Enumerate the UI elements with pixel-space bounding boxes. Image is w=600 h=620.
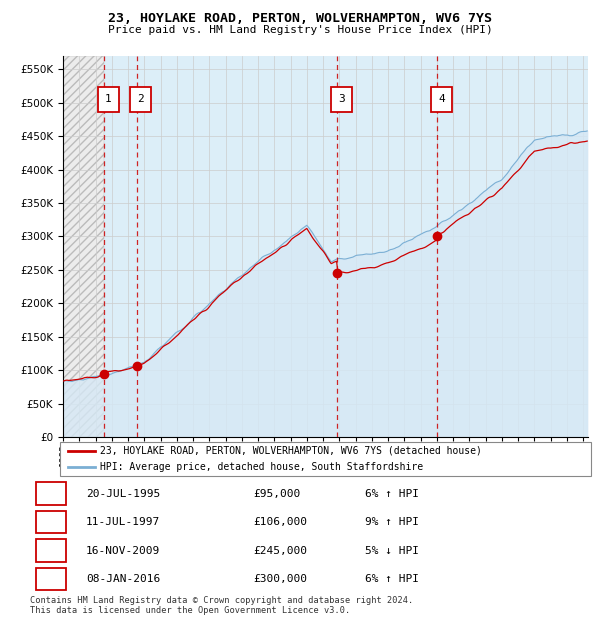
- Bar: [431, 87, 452, 112]
- Text: 5% ↓ HPI: 5% ↓ HPI: [365, 546, 419, 556]
- Bar: [35, 539, 66, 562]
- Text: 6% ↑ HPI: 6% ↑ HPI: [365, 574, 419, 584]
- Text: HPI: Average price, detached house, South Staffordshire: HPI: Average price, detached house, Sout…: [100, 462, 423, 472]
- Text: 2: 2: [47, 516, 55, 528]
- Text: Contains HM Land Registry data © Crown copyright and database right 2024.
This d: Contains HM Land Registry data © Crown c…: [30, 596, 413, 615]
- Bar: [35, 568, 66, 590]
- Text: 6% ↑ HPI: 6% ↑ HPI: [365, 489, 419, 498]
- Text: 3: 3: [47, 544, 55, 557]
- Bar: [63, 56, 104, 437]
- Bar: [137, 56, 337, 437]
- Bar: [63, 56, 104, 437]
- Bar: [437, 56, 588, 437]
- Text: 16-NOV-2009: 16-NOV-2009: [86, 546, 160, 556]
- Text: £95,000: £95,000: [253, 489, 301, 498]
- Text: 23, HOYLAKE ROAD, PERTON, WOLVERHAMPTON, WV6 7YS: 23, HOYLAKE ROAD, PERTON, WOLVERHAMPTON,…: [108, 12, 492, 25]
- Text: 1: 1: [105, 94, 112, 104]
- Text: £300,000: £300,000: [253, 574, 307, 584]
- Bar: [331, 87, 352, 112]
- Text: 08-JAN-2016: 08-JAN-2016: [86, 574, 160, 584]
- Bar: [98, 87, 119, 112]
- Text: 4: 4: [47, 573, 55, 585]
- Text: 1: 1: [47, 487, 55, 500]
- Text: 9% ↑ HPI: 9% ↑ HPI: [365, 517, 419, 527]
- Text: 23, HOYLAKE ROAD, PERTON, WOLVERHAMPTON, WV6 7YS (detached house): 23, HOYLAKE ROAD, PERTON, WOLVERHAMPTON,…: [100, 446, 482, 456]
- Bar: [337, 56, 437, 437]
- Text: £106,000: £106,000: [253, 517, 307, 527]
- FancyBboxPatch shape: [60, 442, 591, 476]
- Text: Price paid vs. HM Land Registry's House Price Index (HPI): Price paid vs. HM Land Registry's House …: [107, 25, 493, 35]
- Bar: [35, 511, 66, 533]
- Bar: [104, 56, 137, 437]
- Bar: [35, 482, 66, 505]
- Text: £245,000: £245,000: [253, 546, 307, 556]
- Text: 2: 2: [137, 94, 144, 104]
- Text: 11-JUL-1997: 11-JUL-1997: [86, 517, 160, 527]
- Bar: [130, 87, 151, 112]
- Text: 4: 4: [438, 94, 445, 104]
- Text: 20-JUL-1995: 20-JUL-1995: [86, 489, 160, 498]
- Text: 3: 3: [338, 94, 345, 104]
